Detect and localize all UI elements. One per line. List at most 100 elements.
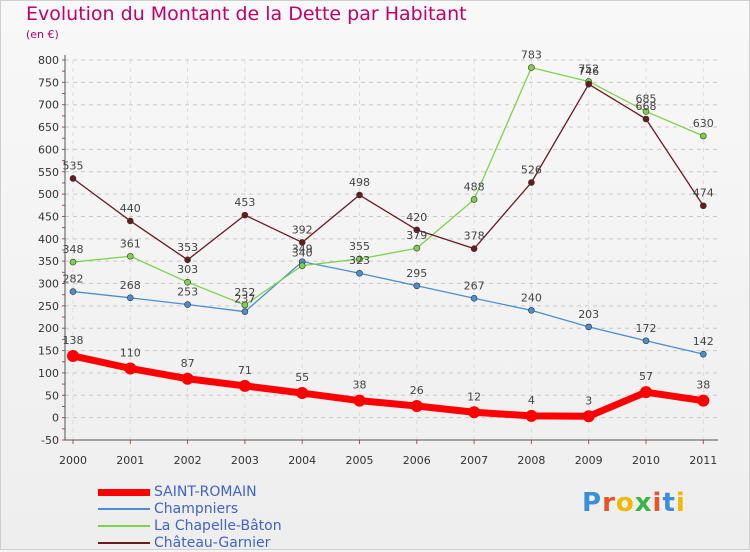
- data-label: 142: [693, 335, 714, 348]
- data-point: [181, 372, 194, 385]
- data-label: 353: [177, 241, 198, 254]
- x-tick-label: 2002: [174, 454, 202, 467]
- logo-letter: r: [602, 488, 616, 518]
- data-point: [184, 256, 191, 264]
- data-point: [585, 323, 593, 331]
- data-point: [184, 278, 191, 286]
- data-label: 474: [693, 187, 714, 200]
- series-line-2: [72, 66, 704, 306]
- data-point: [642, 337, 650, 345]
- x-tick-label: 2004: [288, 454, 316, 467]
- legend-swatch: [98, 508, 150, 510]
- y-tick-label: 300: [38, 278, 59, 291]
- data-label: 267: [464, 279, 485, 292]
- data-label: 392: [292, 223, 313, 236]
- y-tick-label: 750: [38, 76, 59, 89]
- data-point: [241, 308, 249, 315]
- data-point: [356, 255, 363, 263]
- data-label: 87: [181, 357, 195, 370]
- data-label: 668: [636, 100, 657, 113]
- data-point: [582, 410, 595, 423]
- data-labels-layer: 282 268 253 237 349 323 295 267 240 203 172 142 348 3…: [63, 49, 714, 408]
- data-label: 361: [120, 237, 141, 250]
- data-label: 303: [177, 263, 198, 276]
- data-point: [640, 386, 652, 399]
- series-line-3: [72, 83, 704, 261]
- axes: -50 0 50 100 150 200 250 300 350 400 450 500 550 600 6…: [38, 54, 718, 467]
- line-chart: -50 0 50 100 150 200 250 300 350 400 450 500 550 600 6…: [38, 49, 718, 467]
- chart-title: Evolution du Montant de la Dette par Hab…: [26, 3, 467, 25]
- legend-swatch: [98, 542, 150, 544]
- y-tick-label: 50: [45, 389, 59, 402]
- y-tick-label: 500: [38, 188, 59, 201]
- y-tick-label: -50: [41, 434, 59, 447]
- data-label: 348: [63, 243, 84, 256]
- y-tick-label: 450: [38, 210, 59, 223]
- data-label: 295: [406, 267, 427, 280]
- data-label: 3: [585, 394, 592, 407]
- data-label: 535: [63, 159, 84, 172]
- x-tick-label: 2011: [689, 454, 717, 467]
- data-label: 253: [177, 286, 198, 299]
- data-point: [525, 409, 538, 422]
- data-label: 453: [234, 196, 255, 209]
- data-label: 172: [636, 322, 657, 335]
- legend-label: Champniers: [154, 501, 239, 517]
- data-point: [298, 262, 306, 269]
- y-tick-label: 400: [38, 233, 59, 246]
- logo-letter: t: [662, 488, 676, 518]
- x-tick-label: 2007: [460, 454, 488, 467]
- data-point: [127, 217, 134, 225]
- data-point: [67, 349, 79, 362]
- series-layer: [67, 64, 710, 423]
- x-tick-label: 2009: [575, 454, 603, 467]
- data-label: 685: [636, 92, 657, 105]
- data-label: 55: [295, 371, 309, 384]
- chart-unit-label: (en €): [26, 28, 59, 41]
- data-label: 237: [234, 293, 255, 306]
- data-point: [413, 282, 421, 290]
- data-point: [127, 252, 134, 260]
- logo-letter: x: [634, 488, 653, 518]
- data-label: 379: [406, 229, 427, 242]
- y-tick-label: 800: [38, 54, 59, 67]
- grid-lines: [65, 59, 718, 441]
- data-point: [697, 394, 710, 407]
- data-label: 252: [234, 286, 255, 299]
- legend-label: La Chapelle-Bâton: [154, 518, 282, 534]
- data-label: 630: [693, 117, 714, 130]
- data-point: [241, 301, 249, 309]
- data-point: [356, 191, 363, 199]
- data-label: 110: [120, 346, 141, 359]
- data-label: 138: [63, 334, 84, 347]
- logo-letter: i: [675, 488, 686, 518]
- x-tick-label: 2006: [403, 454, 431, 467]
- y-tick-label: 650: [38, 121, 59, 134]
- data-point: [470, 245, 478, 252]
- data-label: 349: [292, 243, 313, 256]
- data-label: 340: [292, 247, 313, 260]
- data-label: 4: [528, 394, 535, 407]
- data-label: 752: [578, 62, 599, 75]
- data-point: [528, 64, 535, 71]
- y-tick-label: 0: [52, 412, 59, 425]
- legend-label: Château-Garnier: [154, 535, 271, 551]
- data-label: 323: [349, 254, 370, 267]
- data-label: 38: [353, 379, 367, 392]
- x-tick-label: 2005: [346, 454, 374, 467]
- data-point: [353, 394, 366, 407]
- data-label: 282: [63, 273, 84, 286]
- data-label: 268: [120, 279, 141, 292]
- data-point: [642, 108, 650, 115]
- data-label: 240: [521, 291, 542, 304]
- series-line-0: [72, 352, 704, 420]
- legend-label: SAINT-ROMAIN: [154, 484, 257, 500]
- data-point: [528, 179, 535, 186]
- data-point: [296, 387, 309, 400]
- x-tick-label: 2001: [116, 454, 144, 467]
- data-point: [184, 301, 191, 308]
- x-tick-label: 2003: [231, 454, 259, 467]
- data-point: [241, 211, 249, 219]
- data-label: 378: [464, 230, 485, 243]
